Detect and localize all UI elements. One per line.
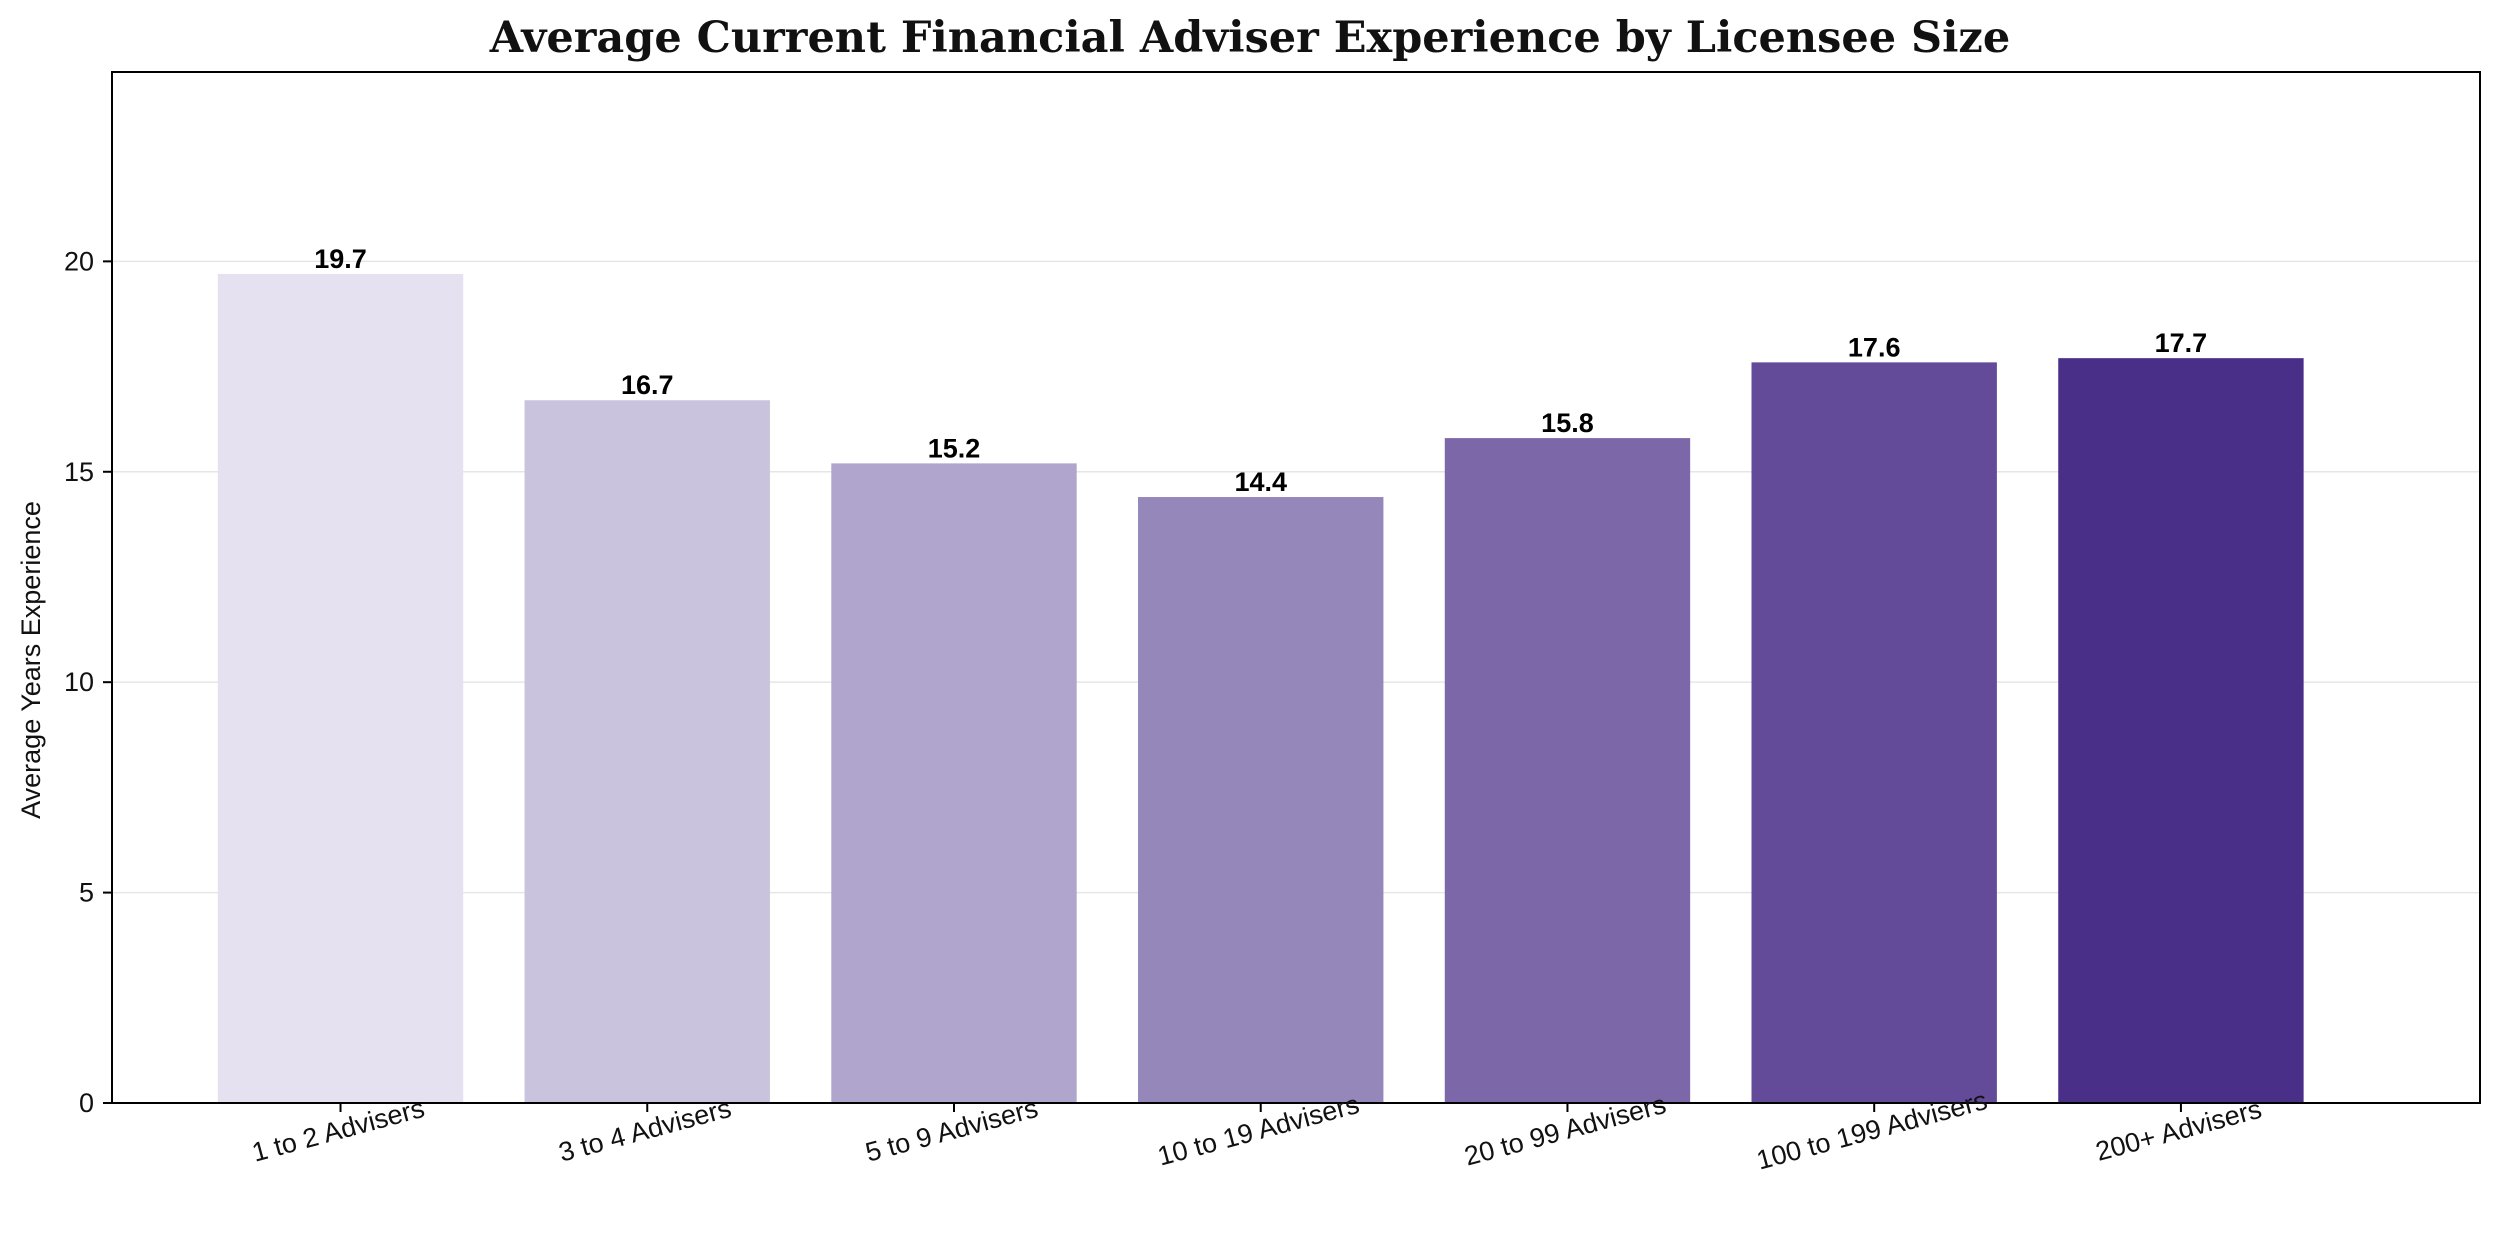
y-tick-label: 20 <box>64 246 94 276</box>
chart-title: Average Current Financial Adviser Experi… <box>489 13 2010 63</box>
x-tick-label: 3 to 4 Advisers <box>556 1093 735 1168</box>
bar-value-label: 17.7 <box>2155 328 2208 358</box>
bar-value-label: 15.2 <box>928 433 981 463</box>
bar <box>1138 497 1384 1103</box>
y-tick-label: 5 <box>79 878 94 908</box>
bar <box>2058 358 2304 1103</box>
y-tick-label: 0 <box>79 1088 94 1118</box>
y-axis-label: Average Years Experience <box>16 501 46 819</box>
plot-area-frame <box>111 71 2481 1104</box>
bar <box>217 273 464 1104</box>
bar <box>1751 362 1997 1103</box>
bar-value-label: 19.7 <box>314 244 367 274</box>
y-tick-label: 10 <box>64 667 94 697</box>
x-tick-label: 5 to 9 Advisers <box>862 1093 1041 1168</box>
bar-value-label: 16.7 <box>621 370 674 400</box>
y-tick-label: 15 <box>64 457 94 487</box>
y-axis: 0 5 10 15 20 <box>64 246 112 1118</box>
bar-value-label: 14.4 <box>1234 467 1287 497</box>
x-tick-label: 1 to 2 Advisers <box>249 1093 428 1168</box>
bar-value-label: 15.8 <box>1541 408 1594 438</box>
bar <box>524 400 770 1104</box>
bar-value-label: 17.6 <box>1848 332 1901 362</box>
bar <box>831 463 1077 1103</box>
data-labels: 19.7 16.7 15.2 14.4 15.8 17.6 17.7 <box>314 244 2207 497</box>
bar <box>1444 438 1691 1103</box>
bars <box>217 273 2304 1104</box>
x-tick-label: 200+ Advisers <box>2092 1094 2264 1167</box>
